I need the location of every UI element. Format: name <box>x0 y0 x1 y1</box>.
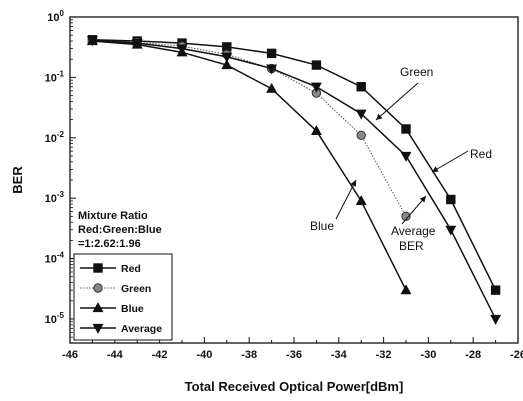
x-tick-label: -26 <box>510 349 523 361</box>
y-tick-label: 10-3 <box>45 190 65 205</box>
callout-arrow <box>401 195 427 225</box>
point-green <box>401 211 411 222</box>
callout-label: Blue <box>310 219 334 233</box>
x-tick-label: -44 <box>107 349 124 361</box>
legend-item-average: Average <box>80 323 162 335</box>
point-red <box>446 194 456 205</box>
point-average <box>266 64 278 75</box>
point-blue <box>266 82 278 93</box>
note-line-2: Red:Green:Blue <box>78 224 162 236</box>
legend-label-average: Average <box>121 323 162 335</box>
legend-items: Red Green Blue Average <box>80 263 162 335</box>
legend-marker-red <box>93 263 103 273</box>
callout-arrowhead <box>432 166 439 172</box>
x-tick-label: -28 <box>465 349 481 361</box>
line-blue <box>92 40 407 291</box>
point-average <box>131 39 143 49</box>
x-axis-ticks: -46 -44 -42 -40 -38 -36 -34 -32 -30 -28 -26 <box>62 337 523 361</box>
callout-label: Average <box>391 224 436 238</box>
point-red <box>490 285 501 295</box>
callout-arrow <box>375 82 419 121</box>
point-blue <box>355 195 367 206</box>
callout-label: BER <box>399 239 424 253</box>
point-red <box>356 82 366 92</box>
callout-label: Red <box>470 147 492 161</box>
y-axis-ticks: 100 10-1 10-2 10-3 10-4 10-5 <box>45 9 76 344</box>
callout-arrow <box>335 179 357 220</box>
y-tick-label: 10-4 <box>45 251 65 266</box>
point-red <box>401 124 411 134</box>
legend-marker-blue <box>92 302 104 313</box>
legend-item-red: Red <box>80 263 141 275</box>
x-tick-label: -38 <box>241 349 257 361</box>
legend-label-red: Red <box>121 263 141 275</box>
point-average <box>490 314 502 325</box>
x-tick-label: -32 <box>376 349 392 361</box>
point-red <box>311 60 322 70</box>
y-tick-label: 10-5 <box>45 311 65 326</box>
legend-marker-average <box>92 323 104 334</box>
legend-label-blue: Blue <box>121 303 144 315</box>
x-tick-label: -30 <box>420 349 436 361</box>
point-average <box>445 225 457 236</box>
point-average <box>310 82 322 93</box>
point-average <box>400 151 412 162</box>
y-tick-label: 10-2 <box>45 130 65 145</box>
series-average <box>86 36 502 325</box>
line-red <box>92 39 497 291</box>
legend-item-green: Green <box>80 283 151 295</box>
x-axis-title: Total Received Optical Power[dBm] <box>185 379 404 394</box>
callout-arrowhead <box>376 113 383 120</box>
x-tick-label: -42 <box>152 349 168 361</box>
legend: Red Green Blue Average <box>73 253 173 341</box>
point-blue <box>400 284 412 295</box>
series-green <box>87 35 411 222</box>
line-average <box>92 39 497 320</box>
legend-item-blue: Blue <box>80 302 144 315</box>
note-line-1: Mixture Ratio <box>78 210 148 222</box>
point-blue <box>310 125 322 135</box>
callout-label: Green <box>400 65 433 79</box>
y-tick-label: 10-1 <box>45 69 65 84</box>
callout-arrowhead <box>350 180 356 187</box>
line-green <box>92 39 407 217</box>
mixture-ratio-note: Mixture Ratio Red:Green:Blue =1:2.62:1.9… <box>78 210 162 250</box>
point-blue <box>221 59 233 70</box>
note-line-3: =1:2.62:1.96 <box>78 238 141 250</box>
x-tick-label: -40 <box>196 349 212 361</box>
point-average <box>176 44 188 55</box>
y-axis-title: BER <box>10 166 25 194</box>
legend-marker-green <box>93 283 103 293</box>
legend-label-green: Green <box>121 283 151 295</box>
series-layer <box>86 35 502 325</box>
point-average <box>355 109 367 120</box>
point-red <box>266 48 277 59</box>
callout-arrowhead <box>419 196 426 203</box>
point-average <box>86 36 98 47</box>
x-tick-label: -36 <box>286 349 302 361</box>
callout-arrow <box>431 150 469 173</box>
x-tick-label: -46 <box>62 349 78 361</box>
point-green <box>356 130 366 140</box>
x-tick-label: -34 <box>331 349 348 361</box>
point-average <box>221 52 233 63</box>
y-tick-label: 100 <box>47 9 64 24</box>
